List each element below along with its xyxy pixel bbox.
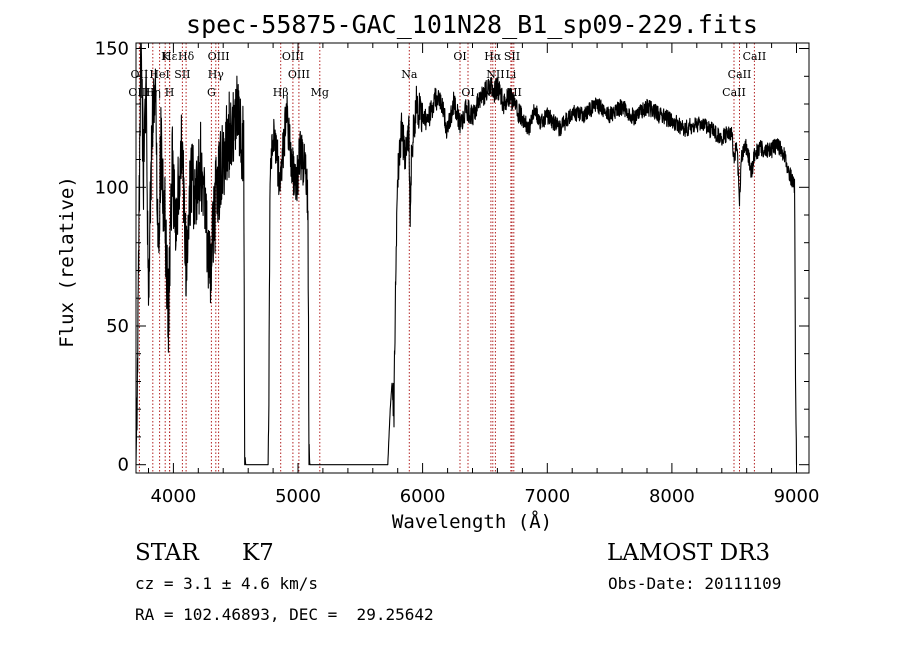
spectral-line-label: NII xyxy=(482,86,500,99)
axis-ticks: 4000 5000 6000 7000 8000 9000 0 50 100 150 xyxy=(95,39,820,508)
spectral-line-label: OIII xyxy=(282,50,304,63)
spectral-line-label: OIII xyxy=(288,68,310,81)
object-subclass: K7 xyxy=(242,540,274,566)
spectral-line-label: Hβ xyxy=(273,86,289,99)
spectral-line-label: Li xyxy=(505,68,516,81)
spectral-line-label: G xyxy=(207,86,216,99)
spectral-line-label: CaII xyxy=(743,50,767,63)
spectral-line-label: SII xyxy=(506,86,522,99)
spectral-line-label: Hδ xyxy=(178,50,195,63)
spectral-line-label: SII xyxy=(504,50,520,63)
spectral-line-label: NII xyxy=(486,68,504,81)
spectral-line-label: SII xyxy=(174,68,190,81)
spectral-line-label: CaII xyxy=(728,68,752,81)
y-axis-label: Flux (relative) xyxy=(56,176,78,348)
object-class: STAR xyxy=(135,540,199,566)
spectral-line-label: OI xyxy=(453,50,466,63)
spectral-line-label: Hε xyxy=(162,50,178,63)
y-tick-label: 150 xyxy=(95,39,129,60)
spectral-line-label: Hγ xyxy=(208,68,225,81)
y-tick-label: 50 xyxy=(106,316,129,337)
spectral-line-label: H xyxy=(165,86,175,99)
survey-name: LAMOST DR3 xyxy=(607,540,771,566)
spectral-line-label: OII xyxy=(131,68,149,81)
x-tick-label: 4000 xyxy=(150,486,196,507)
y-tick-label: 100 xyxy=(95,177,129,198)
spectral-line-label: Hα xyxy=(484,50,502,63)
x-tick-label: 6000 xyxy=(400,486,446,507)
spectrum-line xyxy=(135,42,798,466)
coordinates-text: RA = 102.46893, DEC = 29.25642 xyxy=(135,605,434,624)
x-tick-label: 9000 xyxy=(774,486,820,507)
y-tick-label: 0 xyxy=(118,455,129,476)
x-axis-label: Wavelength (Å) xyxy=(392,510,552,533)
spectral-line-label: OIII xyxy=(208,50,230,63)
spectral-line-label: OI xyxy=(461,86,474,99)
spectral-line-label: Na xyxy=(401,68,418,81)
spectral-line-label: Mg xyxy=(311,86,329,99)
spectral-line-label: Hη xyxy=(145,86,161,99)
chart-title: spec-55875-GAC_101N28_B1_sp09-229.fits xyxy=(186,10,758,39)
spectral-line-label: K xyxy=(161,50,170,63)
x-tick-label: 5000 xyxy=(275,486,321,507)
x-tick-label: 8000 xyxy=(649,486,695,507)
spectral-line-label: CaII xyxy=(722,86,746,99)
observation-date: Obs-Date: 20111109 xyxy=(608,574,782,593)
spectral-line-label: HeI xyxy=(149,68,169,81)
redshift-text: cz = 3.1 ± 4.6 km/s xyxy=(135,574,319,593)
spectral-line-markers xyxy=(138,43,755,473)
x-tick-label: 7000 xyxy=(524,486,570,507)
spectral-line-label: OIII xyxy=(128,86,150,99)
